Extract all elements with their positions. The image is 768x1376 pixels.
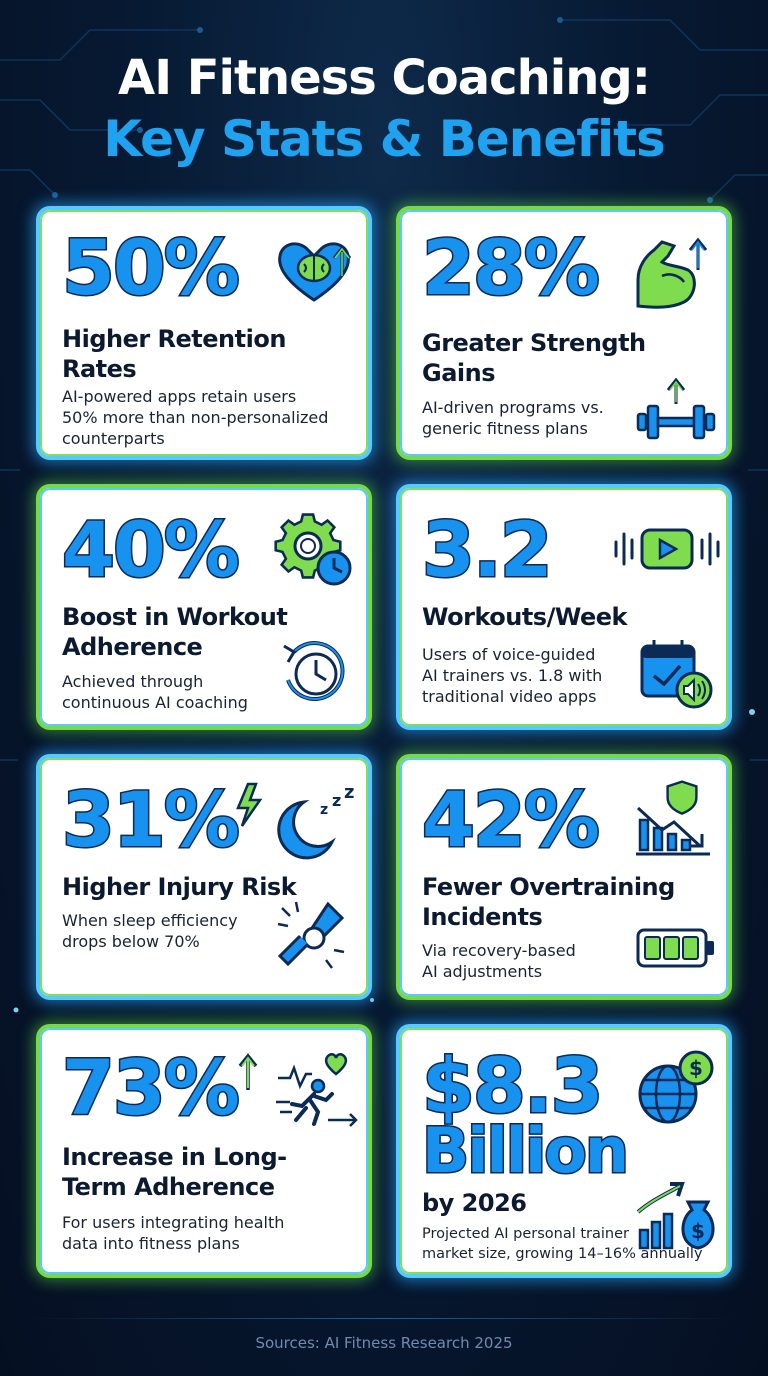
card-heading-1: Greater Strength [422, 329, 646, 357]
title-line-1: AI Fitness Coaching: [118, 50, 651, 106]
stat-value: 42% [421, 775, 602, 864]
card-heading-2: Gains [422, 359, 496, 387]
title-line-2: Key Stats & Benefits [103, 110, 666, 168]
card-heading-2: Term Adherence [62, 1173, 275, 1201]
growth-chart-moneybag-icon: $ [636, 1182, 715, 1250]
stat-value: 73% [61, 1043, 242, 1132]
stat-card-injury-risk: 31% z z z Higher Injury Risk When sleep … [36, 754, 372, 1000]
sources-footer: Sources: AI Fitness Research 2025 [255, 1334, 513, 1352]
svg-text:$: $ [691, 1219, 705, 1243]
footer-divider [30, 1318, 738, 1319]
card-desc-3: traditional video apps [422, 687, 597, 706]
stat-value: 28% [421, 223, 602, 312]
card-desc-2: AI trainers vs. 1.8 with [422, 666, 603, 685]
running-heartbeat-icon [238, 1053, 358, 1127]
clock-refresh-icon [283, 641, 345, 702]
card-heading-1: Boost in Workout [62, 603, 288, 631]
card-heading-1: by 2026 [422, 1189, 527, 1217]
card-heading-1: Higher Retention [62, 325, 286, 353]
stat-card-overtraining: 42% Fewer Overtraining Incidents Via rec… [396, 754, 732, 1000]
svg-text:$: $ [689, 1056, 703, 1080]
card-heading-1: Increase in Long- [62, 1143, 287, 1171]
card-desc-2: 50% more than non-personalized [62, 408, 329, 427]
card-heading-2: Adherence [62, 633, 203, 661]
stat-card-long-term-adherence: 73% Increase in Long- Term Adherence For… [36, 1024, 372, 1278]
injured-joint-icon [277, 901, 345, 969]
stat-card-adherence: 40% Boost in Workout Adherence Achieved … [36, 484, 372, 730]
card-desc-1: Via recovery-based [422, 941, 576, 960]
stat-card-strength: 28% Greater Strength Gains AI-driven pro… [396, 206, 732, 460]
calendar-speaker-icon [640, 640, 713, 709]
stat-value: 3.2 [421, 505, 555, 594]
globe-dollar-icon: $ [638, 1050, 714, 1124]
svg-text:z: z [344, 782, 354, 803]
heart-brain-icon [278, 242, 352, 302]
stat-value: 40% [61, 505, 242, 594]
card-desc-1: Achieved through [62, 672, 204, 691]
card-desc-2: market size, growing 14–16% annually [422, 1246, 703, 1262]
card-desc-2: AI adjustments [422, 962, 543, 981]
dumbbell-icon [636, 378, 716, 440]
card-desc-2: data into fitness plans [62, 1234, 240, 1253]
gear-clock-icon [274, 513, 352, 586]
stat-value: $8.3 [421, 1041, 606, 1130]
card-desc-3: counterparts [62, 429, 165, 448]
stat-value: 31% [61, 775, 242, 864]
voice-play-icon [614, 528, 720, 570]
card-desc-2: generic fitness plans [422, 419, 588, 438]
card-desc-1: AI-driven programs vs. [422, 398, 604, 417]
card-desc-1: Projected AI personal trainer [422, 1226, 630, 1242]
svg-text:z: z [320, 802, 328, 818]
card-desc-2: continuous AI coaching [62, 693, 248, 712]
stat-value: 50% [61, 223, 242, 312]
flexed-arm-icon [636, 237, 708, 309]
card-desc-2: drops below 70% [62, 932, 200, 951]
stat-card-workouts-week: 3.2 Workouts/Week Users of voice-guided … [396, 484, 732, 730]
card-heading-1: Higher Injury Risk [62, 873, 297, 901]
declining-chart-shield-icon [636, 780, 710, 856]
battery-icon [636, 928, 714, 968]
card-desc-1: When sleep efficiency [62, 911, 238, 930]
svg-text:z: z [332, 791, 341, 810]
card-heading-1: Fewer Overtraining [422, 873, 675, 901]
stat-card-retention: 50% Higher Retention Rates AI-powered ap… [36, 206, 372, 460]
stat-card-market-size: $8.3 Billion $ $ by 2026 Projected AI pe… [396, 1024, 732, 1278]
card-desc-1: For users integrating health [62, 1213, 285, 1232]
stat-value-unit: Billion [421, 1114, 631, 1187]
moon-sleep-icon: z z z [236, 782, 354, 860]
card-heading-1: Workouts/Week [422, 603, 628, 631]
card-desc-1: Users of voice-guided [422, 645, 596, 664]
card-desc-1: AI-powered apps retain users [62, 387, 297, 406]
card-heading-2: Incidents [422, 903, 543, 931]
card-heading-2: Rates [62, 355, 137, 383]
